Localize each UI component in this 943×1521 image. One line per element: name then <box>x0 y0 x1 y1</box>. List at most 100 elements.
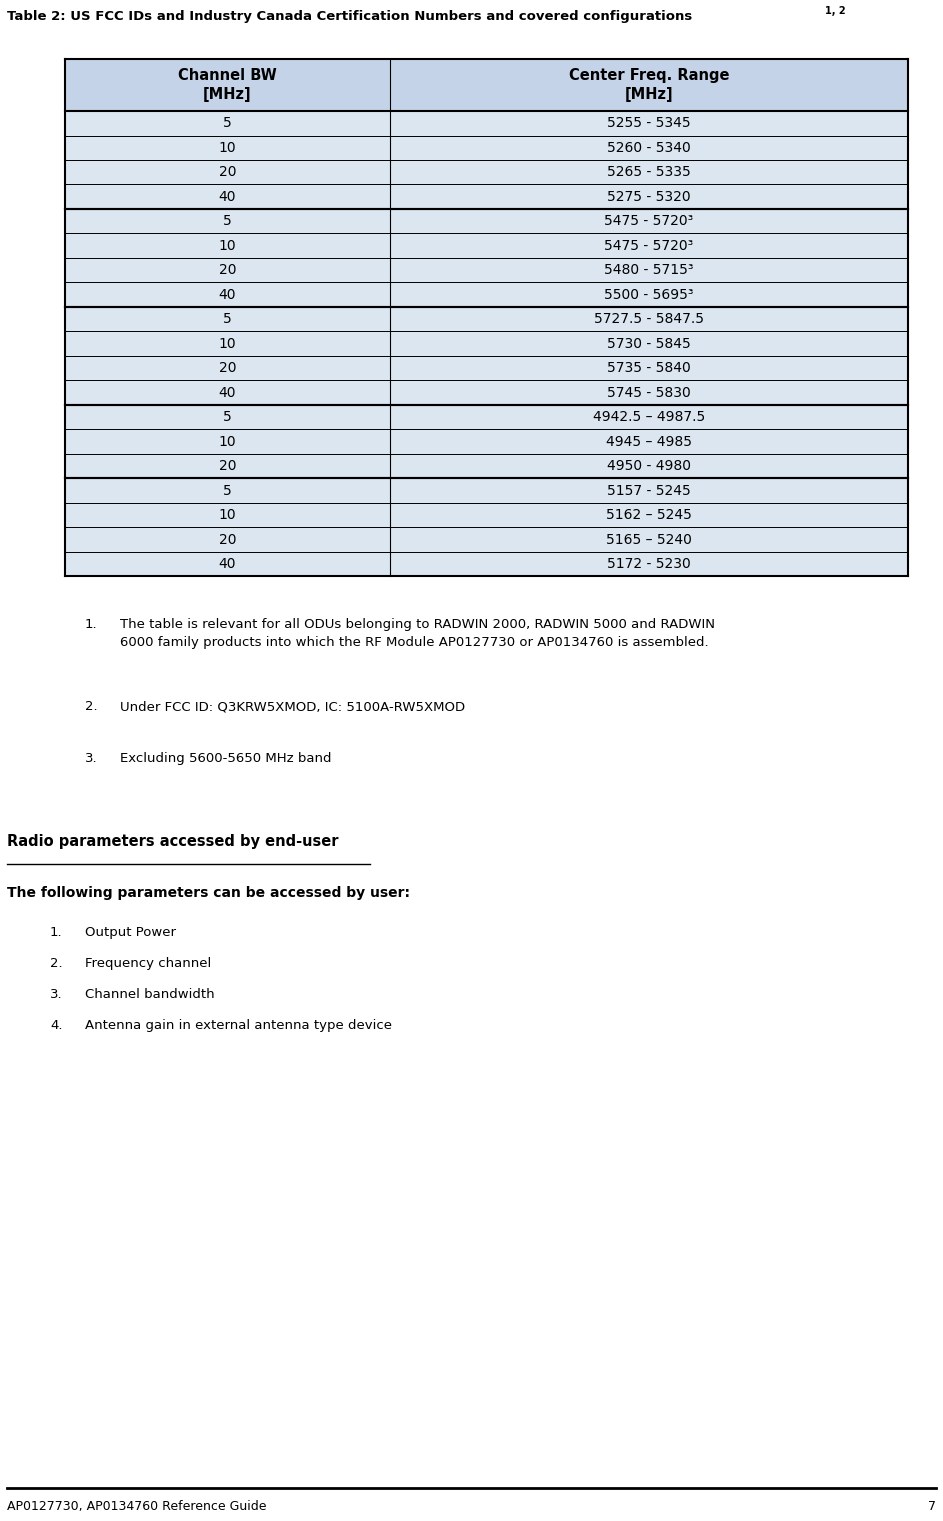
Text: 10: 10 <box>219 239 236 252</box>
Text: 1, 2: 1, 2 <box>825 6 846 17</box>
Text: 5157 - 5245: 5157 - 5245 <box>607 484 690 497</box>
Text: 4.: 4. <box>50 1019 62 1033</box>
Text: 5735 - 5840: 5735 - 5840 <box>607 362 690 376</box>
Bar <box>389 552 908 576</box>
Text: Channel bandwidth: Channel bandwidth <box>85 989 215 1001</box>
Bar <box>389 307 908 332</box>
Text: 1.: 1. <box>85 619 98 631</box>
Bar <box>389 528 908 552</box>
Bar <box>389 259 908 283</box>
Bar <box>65 307 389 332</box>
Text: Frequency channel: Frequency channel <box>85 958 211 970</box>
Bar <box>65 503 389 528</box>
Text: Channel BW
[MHz]: Channel BW [MHz] <box>178 67 276 102</box>
Text: 5: 5 <box>223 484 232 497</box>
Text: 3.: 3. <box>50 989 62 1001</box>
Text: 10: 10 <box>219 508 236 522</box>
Text: 4945 – 4985: 4945 – 4985 <box>605 435 692 449</box>
Text: 20: 20 <box>219 532 236 546</box>
Text: 5162 – 5245: 5162 – 5245 <box>605 508 692 522</box>
Text: 4942.5 – 4987.5: 4942.5 – 4987.5 <box>592 411 705 424</box>
Bar <box>65 380 389 405</box>
Text: Excluding 5600-5650 MHz band: Excluding 5600-5650 MHz band <box>120 753 332 765</box>
Text: 5500 - 5695³: 5500 - 5695³ <box>604 287 693 301</box>
Text: 10: 10 <box>219 435 236 449</box>
Text: Output Power: Output Power <box>85 926 176 940</box>
Text: 20: 20 <box>219 362 236 376</box>
Text: 5480 - 5715³: 5480 - 5715³ <box>604 263 693 277</box>
Text: 10: 10 <box>219 336 236 351</box>
Bar <box>65 528 389 552</box>
Bar <box>389 160 908 184</box>
Bar <box>389 135 908 160</box>
Bar <box>65 259 389 283</box>
Text: 20: 20 <box>219 459 236 473</box>
Bar <box>65 453 389 479</box>
Text: 40: 40 <box>219 386 236 400</box>
Text: 5475 - 5720³: 5475 - 5720³ <box>604 239 693 252</box>
Bar <box>65 160 389 184</box>
Bar <box>65 208 389 234</box>
Bar <box>389 332 908 356</box>
Bar <box>65 283 389 307</box>
Text: 5727.5 - 5847.5: 5727.5 - 5847.5 <box>594 312 703 325</box>
Text: 5265 - 5335: 5265 - 5335 <box>607 166 690 179</box>
Text: 5172 - 5230: 5172 - 5230 <box>607 557 690 572</box>
Text: 5: 5 <box>223 312 232 325</box>
Text: The table is relevant for all ODUs belonging to RADWIN 2000, RADWIN 5000 and RAD: The table is relevant for all ODUs belon… <box>120 619 715 649</box>
Text: 5165 – 5240: 5165 – 5240 <box>605 532 692 546</box>
Text: 1.: 1. <box>50 926 62 940</box>
Bar <box>389 380 908 405</box>
Bar <box>65 405 389 429</box>
Text: 5730 - 5845: 5730 - 5845 <box>607 336 690 351</box>
Text: The following parameters can be accessed by user:: The following parameters can be accessed… <box>7 887 410 900</box>
Text: Radio parameters accessed by end-user: Radio parameters accessed by end-user <box>7 835 339 850</box>
Bar <box>65 332 389 356</box>
Text: 5475 - 5720³: 5475 - 5720³ <box>604 214 693 228</box>
Text: 40: 40 <box>219 287 236 301</box>
Text: 5260 - 5340: 5260 - 5340 <box>607 141 690 155</box>
Text: 5: 5 <box>223 116 232 131</box>
Text: Under FCC ID: Q3KRW5XMOD, IC: 5100A-RW5XMOD: Under FCC ID: Q3KRW5XMOD, IC: 5100A-RW5X… <box>120 701 465 713</box>
Text: 5275 - 5320: 5275 - 5320 <box>607 190 690 204</box>
Bar <box>389 283 908 307</box>
Text: 20: 20 <box>219 263 236 277</box>
Text: 20: 20 <box>219 166 236 179</box>
Bar <box>65 552 389 576</box>
Text: 4950 - 4980: 4950 - 4980 <box>606 459 691 473</box>
Text: AP0127730, AP0134760 Reference Guide: AP0127730, AP0134760 Reference Guide <box>7 1500 267 1513</box>
Bar <box>65 59 389 111</box>
Text: 10: 10 <box>219 141 236 155</box>
Bar <box>389 59 908 111</box>
Bar <box>389 111 908 135</box>
Bar <box>389 453 908 479</box>
Text: Antenna gain in external antenna type device: Antenna gain in external antenna type de… <box>85 1019 392 1033</box>
Text: 5255 - 5345: 5255 - 5345 <box>607 116 690 131</box>
Text: 5: 5 <box>223 411 232 424</box>
Text: Table 2: US FCC IDs and Industry Canada Certification Numbers and covered config: Table 2: US FCC IDs and Industry Canada … <box>7 11 692 23</box>
Text: 40: 40 <box>219 557 236 572</box>
Bar <box>389 479 908 503</box>
Text: Center Freq. Range
[MHz]: Center Freq. Range [MHz] <box>569 67 729 102</box>
Text: 7: 7 <box>928 1500 936 1513</box>
Bar <box>65 135 389 160</box>
Text: 2.: 2. <box>50 958 62 970</box>
Bar <box>65 184 389 208</box>
Bar <box>389 234 908 259</box>
Text: 5: 5 <box>223 214 232 228</box>
Bar <box>65 356 389 380</box>
Bar <box>389 184 908 208</box>
Text: 3.: 3. <box>85 753 98 765</box>
Text: 2.: 2. <box>85 701 98 713</box>
Text: 5745 - 5830: 5745 - 5830 <box>607 386 690 400</box>
Bar <box>389 503 908 528</box>
Bar <box>65 429 389 453</box>
Bar <box>389 356 908 380</box>
Bar <box>65 234 389 259</box>
Bar <box>389 405 908 429</box>
Bar <box>65 111 389 135</box>
Bar <box>65 479 389 503</box>
Bar <box>389 429 908 453</box>
Text: 40: 40 <box>219 190 236 204</box>
Bar <box>389 208 908 234</box>
